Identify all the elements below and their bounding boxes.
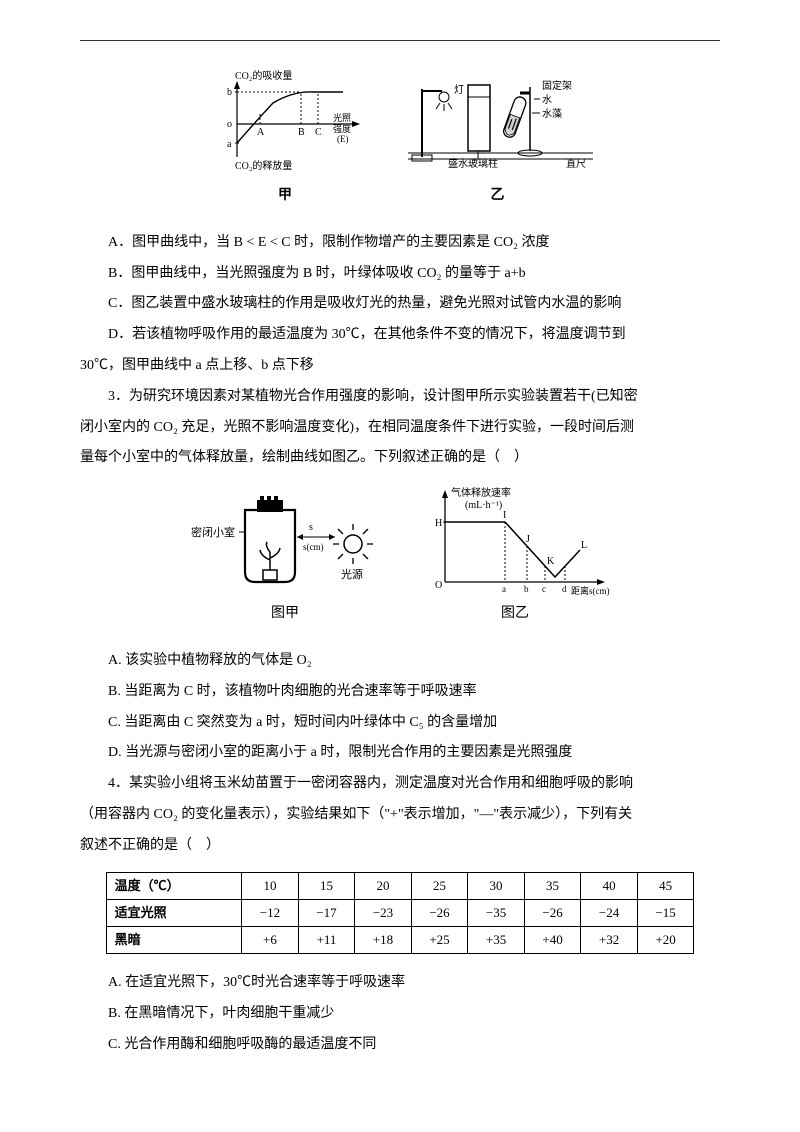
table-cell: −24 bbox=[581, 899, 638, 926]
caption-yi: 乙 bbox=[491, 181, 505, 212]
diagram-q3-jia: 密闭小室 s s(cm) 光源 bbox=[185, 482, 385, 597]
top-rule bbox=[80, 40, 720, 41]
svg-text:距离s(cm): 距离s(cm) bbox=[571, 585, 610, 596]
q4-stem-l2: （用容器内 CO₂ 的变化量表示），实验结果如下（"+"表示增加，"—"表示减少… bbox=[80, 800, 720, 831]
table-cell: −35 bbox=[468, 899, 525, 926]
caption-q3-yi: 图乙 bbox=[501, 599, 529, 630]
q2-opt-d-l1: D．若该植物呼吸作用的最适温度为 30℃，在其他条件不变的情况下，将温度调节到 bbox=[80, 320, 720, 351]
svg-text:I: I bbox=[503, 510, 506, 521]
table-cell: 温度（℃） bbox=[106, 872, 242, 899]
svg-text:水: 水 bbox=[542, 94, 552, 106]
table-cell: 25 bbox=[411, 872, 468, 899]
svg-text:水藻: 水藻 bbox=[542, 107, 562, 120]
table-cell: +6 bbox=[242, 926, 299, 953]
svg-text:强度: 强度 bbox=[333, 123, 351, 134]
table-cell: −15 bbox=[637, 899, 694, 926]
table-cell: −17 bbox=[298, 899, 355, 926]
table-cell: +35 bbox=[468, 926, 525, 953]
table-cell: 黑暗 bbox=[106, 926, 242, 953]
diagram-yi: 灯 盛水玻璃柱 固定架 水 水藻 直尺 bbox=[398, 69, 598, 179]
svg-text:K: K bbox=[547, 556, 555, 567]
q3-stem-l3: 量每个小室中的气体释放量，绘制曲线如图乙。下列叙述正确的是（ ） bbox=[80, 443, 720, 474]
figure-yi: 灯 盛水玻璃柱 固定架 水 水藻 直尺 bbox=[398, 69, 598, 212]
figure-q3-right: 气体释放速率 (mL·h⁻¹) H I J K L O a b c d 距离s(… bbox=[415, 482, 615, 630]
q3-opt-b: B. 当距离为 C 时，该植物叶肉细胞的光合速率等于呼吸速率 bbox=[80, 677, 720, 708]
svg-text:密闭小室: 密闭小室 bbox=[191, 525, 235, 539]
svg-text:直尺: 直尺 bbox=[566, 157, 586, 170]
q4-stem-l1: 4．某实验小组将玉米幼苗置于一密闭容器内，测定温度对光合作用和细胞呼吸的影响 bbox=[80, 769, 720, 800]
table-cell: −26 bbox=[524, 899, 581, 926]
svg-text:A: A bbox=[257, 127, 265, 138]
svg-text:(E): (E) bbox=[337, 134, 349, 144]
svg-text:H: H bbox=[435, 518, 442, 529]
svg-text:c: c bbox=[542, 584, 546, 594]
q2-opt-a: A．图甲曲线中，当 B < E < C 时，限制作物增产的主要因素是 CO₂ 浓… bbox=[80, 228, 720, 259]
svg-text:气体释放速率: 气体释放速率 bbox=[451, 486, 511, 499]
table-cell: +18 bbox=[355, 926, 412, 953]
jia-ybot: CO₂的释放量 bbox=[235, 159, 292, 172]
svg-text:b: b bbox=[524, 584, 529, 594]
q2-opt-c: C．图乙装置中盛水玻璃柱的作用是吸收灯光的热量，避免光照对试管内水温的影响 bbox=[80, 289, 720, 320]
figure-q3-left: 密闭小室 s s(cm) 光源 图甲 bbox=[185, 482, 385, 630]
figure-row-q3: 密闭小室 s s(cm) 光源 图甲 bbox=[80, 482, 720, 630]
svg-text:灯: 灯 bbox=[454, 84, 464, 96]
svg-text:B: B bbox=[298, 127, 305, 138]
table-cell: 15 bbox=[298, 872, 355, 899]
figure-row-q2: CO₂的吸收量 b o a A B C 光照 强度 (E) CO₂的释放量 甲 bbox=[80, 69, 720, 212]
svg-text:o: o bbox=[227, 119, 232, 130]
svg-text:光源: 光源 bbox=[341, 567, 363, 581]
svg-text:b: b bbox=[227, 87, 232, 98]
table-cell: +40 bbox=[524, 926, 581, 953]
q4-table: 温度（℃） 10 15 20 25 30 35 40 45 适宜光照 −12 −… bbox=[106, 872, 695, 955]
svg-text:C: C bbox=[315, 127, 322, 138]
table-row: 适宜光照 −12 −17 −23 −26 −35 −26 −24 −15 bbox=[106, 899, 694, 926]
q3-opt-a: A. 该实验中植物释放的气体是 O₂ bbox=[80, 646, 720, 677]
q4-stem-l3: 叙述不正确的是（ ） bbox=[80, 831, 720, 862]
table-cell: 适宜光照 bbox=[106, 899, 242, 926]
q4-opt-a: A. 在适宜光照下，30℃时光合速率等于呼吸速率 bbox=[80, 968, 720, 999]
caption-q3-jia: 图甲 bbox=[271, 599, 299, 630]
caption-jia: 甲 bbox=[278, 181, 292, 212]
svg-text:固定架: 固定架 bbox=[542, 79, 572, 92]
table-cell: +11 bbox=[298, 926, 355, 953]
q3-stem-l1: 3．为研究环境因素对某植物光合作用强度的影响，设计图甲所示实验装置若干(已知密 bbox=[80, 382, 720, 413]
svg-text:d: d bbox=[562, 584, 567, 594]
table-cell: 30 bbox=[468, 872, 525, 899]
svg-text:J: J bbox=[526, 534, 530, 545]
svg-text:a: a bbox=[227, 139, 232, 150]
chart-q3-yi: 气体释放速率 (mL·h⁻¹) H I J K L O a b c d 距离s(… bbox=[415, 482, 615, 597]
svg-text:L: L bbox=[581, 540, 587, 551]
figure-jia: CO₂的吸收量 b o a A B C 光照 强度 (E) CO₂的释放量 甲 bbox=[203, 69, 368, 212]
chart-jia: CO₂的吸收量 b o a A B C 光照 强度 (E) CO₂的释放量 bbox=[203, 69, 368, 179]
table-cell: 35 bbox=[524, 872, 581, 899]
q4-opt-c: C. 光合作用酶和细胞呼吸酶的最适温度不同 bbox=[80, 1030, 720, 1061]
q2-opt-b: B．图甲曲线中，当光照强度为 B 时，叶绿体吸收 CO₂ 的量等于 a+b bbox=[80, 259, 720, 290]
q3-opt-d: D. 当光源与密闭小室的距离小于 a 时，限制光合作用的主要因素是光照强度 bbox=[80, 738, 720, 769]
table-row: 黑暗 +6 +11 +18 +25 +35 +40 +32 +20 bbox=[106, 926, 694, 953]
svg-text:a: a bbox=[502, 584, 506, 594]
jia-ytop: CO₂的吸收量 bbox=[235, 69, 292, 82]
q3-opt-c: C. 当距离由 C 突然变为 a 时，短时间内叶绿体中 C₅ 的含量增加 bbox=[80, 708, 720, 739]
table-cell: +32 bbox=[581, 926, 638, 953]
table-cell: 20 bbox=[355, 872, 412, 899]
table-cell: 45 bbox=[637, 872, 694, 899]
table-cell: +20 bbox=[637, 926, 694, 953]
svg-text:s: s bbox=[309, 522, 313, 533]
svg-text:(mL·h⁻¹): (mL·h⁻¹) bbox=[465, 500, 502, 511]
svg-text:s(cm): s(cm) bbox=[303, 542, 324, 552]
table-cell: 10 bbox=[242, 872, 299, 899]
table-cell: −23 bbox=[355, 899, 412, 926]
svg-text:O: O bbox=[435, 580, 442, 591]
table-cell: +25 bbox=[411, 926, 468, 953]
table-cell: −12 bbox=[242, 899, 299, 926]
table-cell: 40 bbox=[581, 872, 638, 899]
q3-stem-l2: 闭小室内的 CO₂ 充足，光照不影响温度变化)，在相同温度条件下进行实验，一段时… bbox=[80, 413, 720, 444]
table-row: 温度（℃） 10 15 20 25 30 35 40 45 bbox=[106, 872, 694, 899]
table-cell: −26 bbox=[411, 899, 468, 926]
svg-text:光照: 光照 bbox=[333, 112, 351, 123]
q4-opt-b: B. 在黑暗情况下，叶肉细胞干重减少 bbox=[80, 999, 720, 1030]
q2-opt-d-l2: 30℃，图甲曲线中 a 点上移、b 点下移 bbox=[80, 351, 720, 382]
